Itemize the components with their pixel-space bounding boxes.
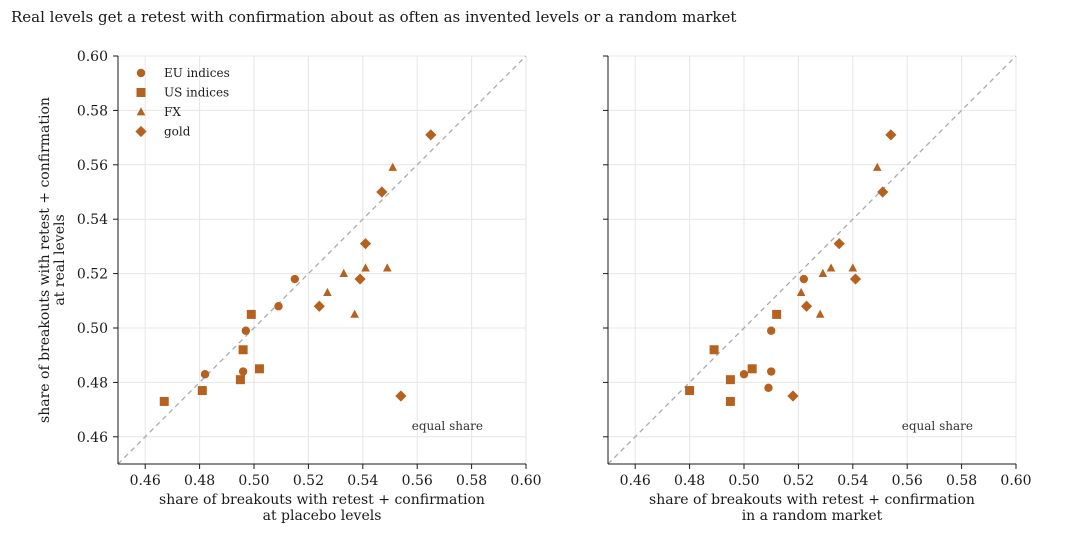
point-fx [826,263,836,272]
y-tick-label: 0.54 [77,212,108,228]
x-tick-label: 0.54 [347,473,378,489]
point-gold [376,186,388,198]
legend-marker-fx [136,107,146,116]
point-us-indices [235,375,245,385]
point-eu-indices [238,367,248,376]
point-eu-indices [274,302,283,311]
point-eu-indices [764,383,773,393]
point-fx [361,263,370,272]
point-us-indices [725,396,735,406]
chart-title: Real levels get a retest with confirmati… [11,8,737,26]
point-fx [796,287,806,297]
y-tick-label: 0.48 [77,375,108,391]
y-axis-label: share of breakouts with retest + confirm… [37,97,53,423]
point-fx [872,162,882,171]
x-tick-label: 0.52 [293,473,324,489]
point-gold [833,238,845,250]
point-gold [787,390,799,402]
y-tick-label: 0.60 [77,49,108,65]
x-tick-label: 0.54 [837,473,868,489]
legend-label-us-indices: US indices [164,86,229,100]
y-axis-label: at real levels [52,214,68,305]
point-fx [382,263,392,272]
point-us-indices [772,309,782,319]
y-tick-label: 0.50 [77,321,108,337]
x-tick-label: 0.58 [946,473,977,489]
panel-1: 0.46 0.46 0.48 0.48 0.50 0.50 0.52 0.52 0.54 0.54… [37,49,542,524]
point-fx [350,309,359,318]
point-gold [885,129,897,141]
point-us-indices [709,345,719,355]
point-eu-indices [767,367,776,376]
x-tick-label: 0.60 [510,473,541,489]
equal-share-line [117,55,527,465]
point-fx [323,287,332,297]
equal-share-label: equal share [902,419,973,433]
point-gold [313,300,325,312]
legend-marker-eu-indices [136,68,146,78]
point-us-indices [238,345,248,355]
x-tick-label: 0.50 [238,473,269,489]
point-gold [877,186,889,198]
point-gold [395,390,407,402]
point-gold [849,273,862,285]
x-tick-label: 0.60 [1000,473,1031,489]
y-tick-label: 0.58 [77,103,108,119]
point-fx [339,268,349,277]
panel-2: 0.46 0.48 0.50 0.52 0.54 0.56 0.58 0.60 equal sh… [603,55,1032,524]
point-us-indices [254,364,264,374]
x-tick-label: 0.56 [402,473,433,489]
point-fx [848,263,858,272]
point-eu-indices [739,370,749,379]
point-fx [388,162,398,171]
x-tick-label: 0.48 [184,473,215,489]
point-us-indices [725,375,735,385]
point-gold [354,273,366,285]
x-tick-label: 0.58 [456,473,487,489]
legend-label-fx: FX [164,105,181,119]
legend-marker-gold [135,125,147,138]
x-axis-label: in a random market [742,508,883,524]
point-us-indices [197,386,207,396]
point-eu-indices [290,274,299,284]
point-fx [815,309,825,318]
y-tick-label: 0.52 [77,267,108,283]
point-gold [359,238,372,250]
point-gold [425,129,437,141]
equal-share-line [607,55,1017,465]
y-tick-label: 0.56 [77,158,108,174]
x-tick-label: 0.46 [130,473,161,489]
point-eu-indices [799,274,809,284]
point-us-indices [159,396,169,406]
x-tick-label: 0.56 [892,473,923,489]
x-axis-label: share of breakouts with retest + confirm… [159,492,485,508]
point-us-indices [747,364,757,374]
point-eu-indices [241,326,251,335]
point-fx [818,268,828,277]
x-axis-label: at placebo levels [263,508,382,524]
x-axis-label: share of breakouts with retest + confirm… [649,492,975,508]
x-tick-label: 0.52 [783,473,814,489]
point-eu-indices [767,326,776,335]
point-us-indices [685,386,695,396]
x-tick-label: 0.48 [674,473,705,489]
legend-marker-us-indices [136,88,146,97]
equal-share-label: equal share [412,419,483,433]
point-gold [800,300,813,312]
point-us-indices [246,309,256,319]
x-tick-label: 0.46 [620,473,651,489]
y-tick-label: 0.46 [77,430,108,446]
legend: EU indices US indices FX gold [135,66,230,139]
legend-label-gold: gold [164,125,191,139]
x-tick-label: 0.50 [728,473,759,489]
point-eu-indices [200,370,210,379]
legend-label-eu-indices: EU indices [164,66,230,80]
